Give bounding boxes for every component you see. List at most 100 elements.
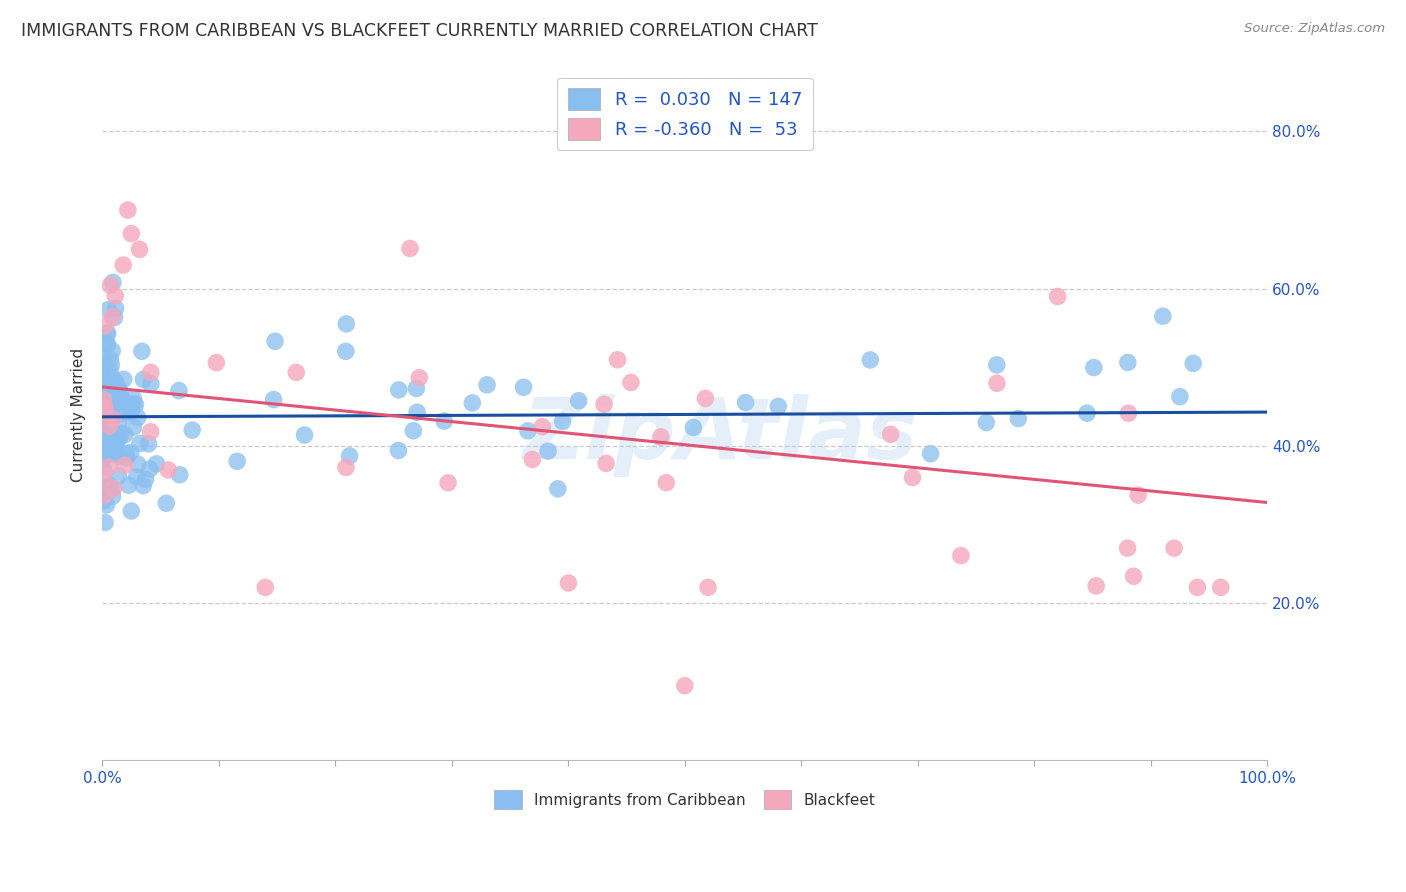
Point (125, 470, 148, 484)
Point (1118, 406, 1140, 420)
Point (97, 326, 120, 340)
Point (98, 419, 121, 434)
Point (1168, 390, 1191, 404)
Point (335, 344, 357, 359)
Point (107, 450, 129, 464)
Point (1116, 355, 1139, 369)
Point (105, 434, 128, 449)
Point (1076, 406, 1098, 420)
Point (132, 478, 155, 492)
Point (94, 400, 117, 414)
Point (145, 457, 167, 471)
Point (697, 581, 720, 595)
Point (97, 481, 120, 495)
Point (695, 392, 717, 406)
Point (93, 380, 115, 394)
Point (98, 278, 121, 293)
Point (112, 372, 135, 386)
Point (93, 371, 115, 385)
Point (98, 364, 121, 378)
Point (93, 494, 115, 508)
Point (408, 370, 430, 384)
Point (117, 202, 139, 217)
Point (1046, 289, 1069, 303)
Point (98, 388, 121, 402)
Point (1209, 581, 1232, 595)
Point (335, 460, 357, 475)
Point (97, 442, 120, 456)
Point (110, 426, 132, 441)
Point (96, 336, 118, 351)
Point (101, 426, 124, 441)
Point (949, 549, 972, 563)
Point (1163, 541, 1185, 555)
Point (97, 385, 120, 400)
Point (93, 373, 115, 387)
Point (294, 428, 316, 442)
Point (93, 407, 115, 421)
Point (1083, 360, 1105, 375)
Point (93, 394, 115, 409)
Point (120, 227, 142, 241)
Point (155, 496, 177, 510)
Point (1116, 541, 1139, 555)
Point (94, 419, 117, 434)
Point (97, 407, 120, 421)
Point (122, 397, 145, 411)
Point (433, 414, 456, 428)
Point (94, 417, 117, 432)
Point (93, 434, 115, 448)
Point (108, 430, 131, 444)
Point (673, 679, 696, 693)
Point (93, 350, 115, 364)
Point (94, 388, 117, 402)
Point (100, 403, 122, 417)
Point (205, 356, 228, 370)
Point (96, 498, 118, 512)
Point (595, 456, 617, 470)
Point (93, 387, 115, 401)
Point (98, 352, 121, 367)
Point (105, 429, 128, 443)
Text: ZipAtlas: ZipAtlas (522, 393, 918, 476)
Point (128, 243, 150, 257)
Point (734, 395, 756, 409)
Point (226, 454, 249, 468)
Point (387, 443, 409, 458)
Point (115, 450, 138, 465)
Text: Source: ZipAtlas.com: Source: ZipAtlas.com (1244, 22, 1385, 36)
Point (93, 443, 115, 458)
Point (405, 381, 427, 395)
Point (181, 423, 204, 437)
Point (100, 404, 122, 418)
Point (1007, 411, 1029, 425)
Point (100, 482, 122, 496)
Point (93, 461, 115, 475)
Point (93, 405, 115, 419)
Point (879, 427, 901, 442)
Point (1085, 579, 1108, 593)
Point (118, 478, 141, 492)
Point (655, 475, 678, 490)
Point (169, 467, 191, 482)
Point (285, 365, 308, 379)
Point (96, 376, 118, 390)
Point (254, 581, 277, 595)
Point (139, 376, 162, 391)
Point (97, 397, 120, 411)
Point (920, 447, 942, 461)
Point (112, 258, 135, 272)
Point (94, 318, 117, 333)
Point (1126, 488, 1149, 502)
Point (104, 375, 127, 389)
Point (437, 475, 460, 490)
Point (593, 397, 616, 411)
Point (264, 334, 287, 349)
Point (93, 445, 115, 459)
Point (98, 442, 121, 457)
Point (98, 411, 121, 425)
Point (96, 337, 118, 351)
Point (103, 448, 125, 462)
Point (96, 405, 118, 419)
Point (129, 436, 152, 450)
